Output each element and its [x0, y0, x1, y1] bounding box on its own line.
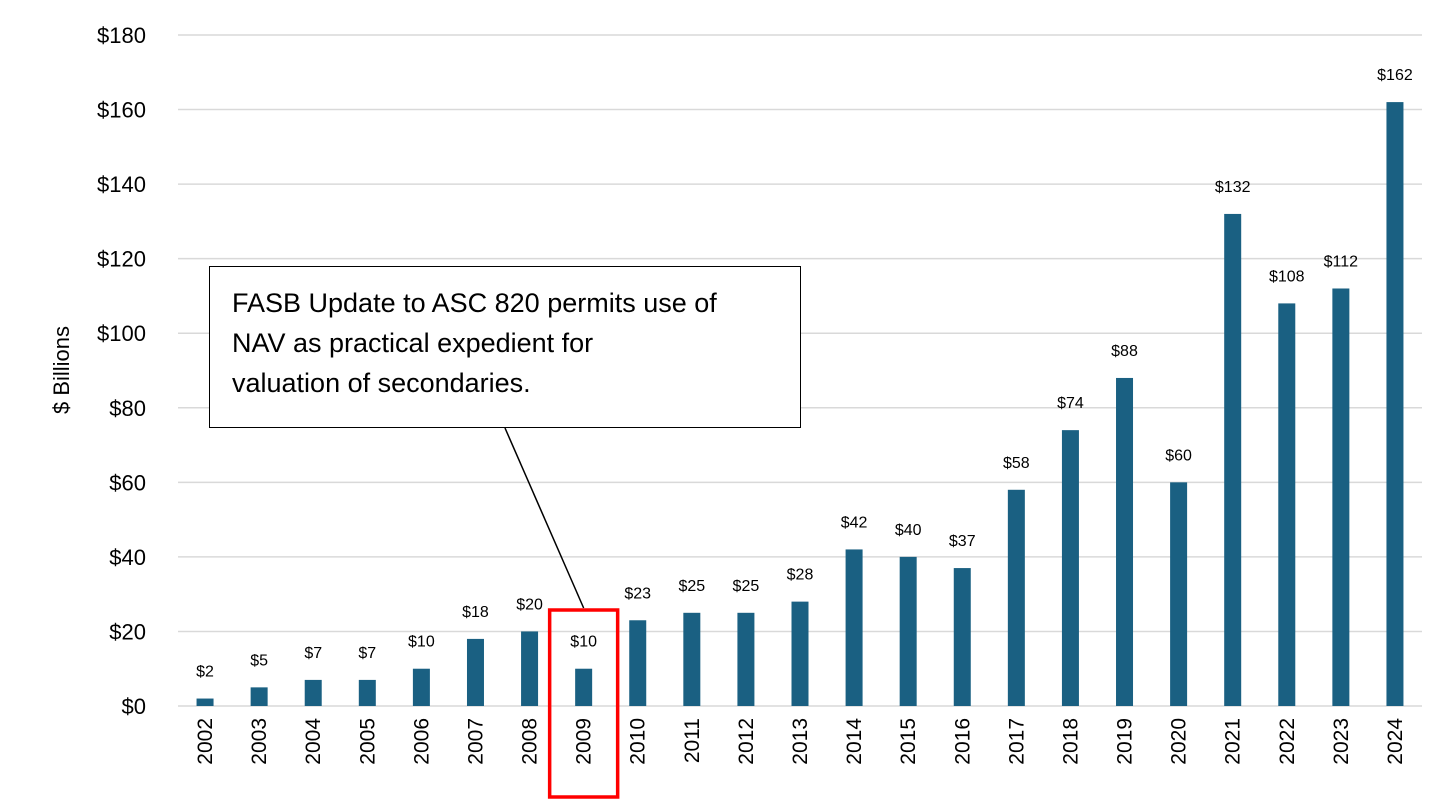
annotation-line-2: NAV as practical expedient for	[232, 328, 594, 358]
data-label-2003: $5	[250, 652, 268, 669]
data-label-2013: $28	[787, 567, 814, 584]
x-tick-label-2016: 2016	[951, 718, 974, 765]
y-tick-label: $100	[97, 321, 146, 346]
x-tick-label-2010: 2010	[627, 718, 650, 765]
bar-2021	[1224, 213, 1242, 706]
bar-2003	[250, 687, 268, 706]
bar-2006	[412, 668, 430, 706]
x-tick-label-2005: 2005	[356, 718, 379, 765]
bar-2024	[1386, 102, 1404, 707]
x-tick-label-2013: 2013	[789, 718, 812, 765]
bar-2011	[683, 612, 701, 706]
y-tick-label: $140	[97, 172, 146, 197]
data-label-2015: $40	[895, 522, 922, 539]
bar-2014	[845, 549, 863, 706]
data-label-2006: $10	[408, 634, 435, 651]
highlight-2009-box	[547, 608, 620, 799]
data-label-2005: $7	[358, 645, 376, 662]
data-label-2012: $25	[733, 578, 760, 595]
annotation-line-3: valuation of secondaries.	[232, 368, 531, 398]
x-tick-label-2008: 2008	[519, 718, 542, 765]
x-tick-label-2004: 2004	[302, 718, 325, 765]
x-tick-label-2022: 2022	[1276, 718, 1299, 765]
bar-2004	[304, 679, 322, 706]
data-label-2004: $7	[304, 645, 322, 662]
y-tick-label: $20	[109, 619, 146, 644]
data-labels: $2 $5 $7 $7 $10 $18 $20 $10 $23 $25 $25 $28 $42 $40 $3…	[196, 67, 1413, 680]
bar-2008	[521, 631, 539, 706]
data-label-2008: $20	[516, 596, 543, 613]
bar-2018	[1061, 430, 1079, 706]
bar-2005	[358, 679, 376, 706]
y-tick-label: $40	[109, 545, 146, 570]
x-tick-label-2002: 2002	[194, 718, 217, 765]
y-tick-label: $0	[122, 694, 146, 719]
data-label-2020: $60	[1165, 447, 1192, 464]
y-tick-label: $120	[97, 247, 146, 272]
bar-2022	[1278, 303, 1296, 706]
bar-2012	[737, 612, 755, 706]
x-tick-label-2012: 2012	[735, 718, 758, 765]
data-label-2017: $58	[1003, 455, 1030, 472]
callout-pointer-line	[504, 427, 585, 609]
data-label-2022: $108	[1269, 268, 1305, 285]
data-label-2007: $18	[462, 604, 489, 621]
bar-2010	[629, 620, 647, 706]
y-tick-label: $80	[109, 396, 146, 421]
data-label-2019: $88	[1111, 343, 1138, 360]
x-tick-label-2011: 2011	[681, 718, 704, 763]
x-tick-label-2003: 2003	[248, 718, 271, 765]
highlight-box	[547, 608, 620, 799]
bar-2016	[953, 568, 971, 706]
x-tick-label-2021: 2021	[1222, 718, 1245, 765]
bar-2017	[1007, 489, 1025, 706]
annotation-line-1: FASB Update to ASC 820 permits use of	[232, 288, 717, 318]
x-tick-label-2015: 2015	[897, 718, 920, 765]
x-tick-label-2018: 2018	[1059, 718, 1082, 765]
x-tick-label-2014: 2014	[843, 718, 866, 765]
data-label-2023: $112	[1324, 253, 1359, 270]
y-tick-label: $60	[109, 470, 146, 495]
y-axis-label: $ Billions	[49, 326, 74, 414]
bar-2020	[1170, 482, 1188, 706]
x-tick-label-2017: 2017	[1005, 718, 1028, 765]
x-tick-label-2024: 2024	[1384, 718, 1407, 765]
y-axis-ticks: $0 $20 $40 $60 $80 $100 $120 $140 $160 $180	[97, 23, 146, 719]
x-tick-label-2009: 2009	[573, 718, 596, 765]
bar-2009	[575, 668, 593, 706]
x-tick-label-2019: 2019	[1114, 718, 1137, 765]
data-label-2011: $25	[678, 578, 705, 595]
data-label-2021: $132	[1215, 179, 1251, 196]
data-label-2018: $74	[1057, 395, 1084, 412]
bar-2002	[196, 698, 214, 706]
data-label-2014: $42	[841, 514, 868, 531]
bar-2019	[1116, 377, 1134, 706]
x-tick-label-2023: 2023	[1330, 718, 1353, 765]
bar-2013	[791, 601, 809, 706]
bar-2015	[899, 556, 917, 706]
data-label-2010: $23	[624, 585, 651, 602]
x-tick-label-2007: 2007	[464, 718, 487, 765]
x-axis-ticks: 2002 2003 2004 2005 2006 2007 2008 2009 2010 2011…	[194, 718, 1407, 765]
data-label-2024: $162	[1377, 67, 1413, 84]
y-tick-label: $180	[97, 23, 146, 48]
data-label-2009: $10	[570, 634, 597, 651]
x-tick-label-2006: 2006	[410, 718, 433, 765]
bar-2023	[1332, 288, 1350, 706]
annotation-callout: FASB Update to ASC 820 permits use of NA…	[209, 266, 801, 428]
y-tick-label: $160	[97, 98, 146, 123]
bars	[196, 102, 1404, 707]
bar-2007	[466, 638, 484, 706]
data-label-2002: $2	[196, 664, 214, 681]
x-tick-label-2020: 2020	[1168, 718, 1191, 765]
data-label-2016: $37	[949, 533, 976, 550]
